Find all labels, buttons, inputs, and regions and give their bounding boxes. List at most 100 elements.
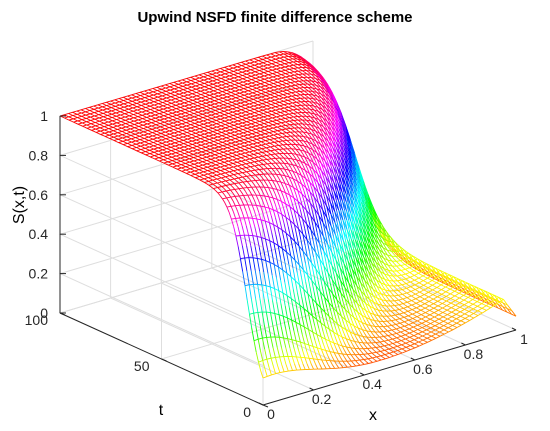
surface-segment — [280, 190, 284, 197]
surface-segment — [346, 360, 350, 365]
surface-segment — [296, 165, 300, 171]
surface-segment — [302, 152, 306, 158]
surface-segment — [312, 346, 316, 354]
surface-segment — [269, 286, 273, 301]
surface-segment — [275, 234, 279, 246]
surface-segment — [345, 329, 349, 336]
surface-segment — [343, 323, 347, 330]
surface-segment — [282, 178, 286, 184]
surface-segment — [348, 303, 352, 312]
surface-segment — [253, 183, 257, 188]
surface-segment — [266, 191, 270, 197]
surface-segment — [304, 357, 308, 365]
surface-segment — [323, 265, 327, 278]
surface-segment — [301, 183, 305, 191]
surface-segment — [294, 260, 298, 273]
surface-segment — [307, 175, 311, 183]
surface-segment — [318, 243, 323, 255]
surface-segment — [260, 237, 264, 249]
surface-segment — [343, 342, 347, 348]
surface-segment — [257, 312, 261, 326]
surface-segment — [268, 196, 272, 203]
surface-segment — [362, 348, 366, 352]
surface-segment — [298, 178, 303, 185]
surface-segment — [174, 167, 178, 170]
surface-segment — [277, 171, 281, 176]
surface-segment — [287, 199, 291, 207]
surface-segment — [322, 343, 327, 351]
surface-segment — [315, 268, 319, 281]
surface-segment — [294, 175, 298, 182]
surface-segment — [143, 153, 146, 156]
surface-segment — [311, 280, 315, 293]
surface-segment — [228, 212, 232, 220]
surface-segment — [362, 336, 366, 341]
surface-segment — [292, 164, 296, 169]
surface-segment — [288, 185, 292, 192]
surface-segment — [327, 243, 331, 255]
surface-segment — [234, 189, 238, 193]
surface-segment — [263, 298, 267, 313]
surface-segment — [324, 311, 328, 322]
surface-segment — [297, 332, 301, 343]
surface-segment — [265, 285, 269, 300]
surface-segment — [274, 357, 279, 366]
grid-line-z-0 — [58, 237, 314, 406]
surface-segment — [337, 257, 341, 268]
surface-segment — [293, 156, 297, 161]
surface-segment — [315, 175, 319, 183]
surface-segment — [266, 230, 271, 241]
surface-segment — [271, 232, 275, 243]
surface-segment — [351, 336, 355, 342]
surface-segment — [279, 168, 283, 173]
surface-segment — [277, 266, 282, 280]
surface-segment — [315, 184, 319, 193]
surface-segment — [261, 176, 265, 181]
surface-segment — [305, 187, 309, 196]
surface-segment — [360, 332, 364, 337]
surface-segment — [374, 331, 378, 335]
surface-segment — [366, 336, 370, 341]
surface-segment — [226, 206, 230, 213]
surface-segment — [273, 170, 277, 175]
surface-segment — [301, 334, 306, 344]
surface-segment — [276, 199, 280, 207]
surface-segment — [311, 298, 315, 310]
surface-segment — [316, 334, 320, 343]
surface-segment — [264, 368, 268, 377]
surface-segment — [342, 312, 347, 321]
surface-segment — [348, 357, 352, 362]
surface-segment — [368, 299, 373, 305]
surface-segment — [325, 246, 329, 259]
surface-segment — [307, 184, 311, 193]
surface-segment — [317, 192, 321, 201]
surface-segment — [326, 321, 330, 330]
surface-segment — [319, 190, 323, 199]
surface-segment — [348, 350, 352, 355]
surface-segment — [252, 257, 256, 271]
surface-segment — [368, 334, 372, 338]
surface-segment — [269, 240, 273, 253]
surface-segment — [327, 287, 332, 298]
surface-segment — [270, 202, 274, 210]
chart-title: Upwind NSFD finite difference scheme — [137, 9, 412, 26]
surface-segment — [210, 186, 214, 189]
surface-segment — [302, 172, 307, 179]
surface-segment — [304, 262, 309, 276]
surface-segment — [188, 173, 192, 176]
surface-segment — [309, 182, 313, 190]
surface-segment — [307, 293, 311, 306]
surface-segment — [242, 181, 246, 185]
surface-segment — [377, 309, 381, 314]
surface-segment — [224, 202, 228, 208]
surface-segment — [250, 180, 254, 184]
surface-segment — [335, 338, 339, 345]
surface-segment — [305, 197, 309, 207]
surface-segment — [290, 255, 294, 269]
surface-segment — [240, 185, 244, 189]
surface-segment — [289, 363, 293, 371]
surface-segment — [359, 325, 363, 330]
surface-segment — [335, 348, 339, 354]
surface-segment — [219, 195, 223, 200]
surface-segment — [116, 141, 119, 144]
